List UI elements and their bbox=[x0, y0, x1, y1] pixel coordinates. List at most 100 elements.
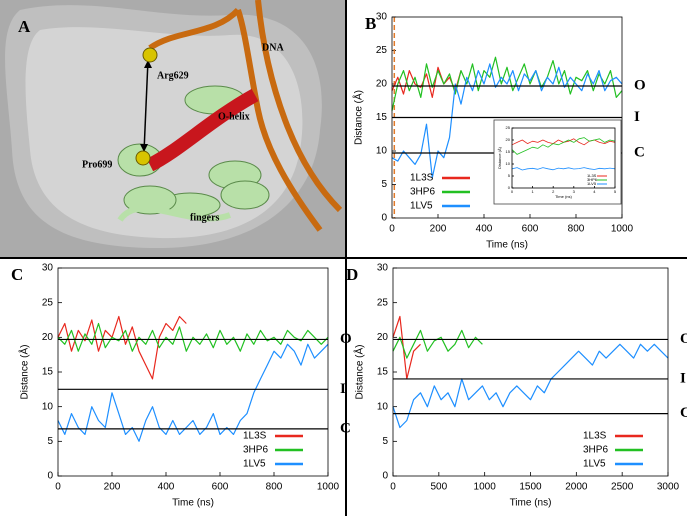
x-tick-label: 600 bbox=[522, 224, 539, 235]
y-tick-label: 15 bbox=[377, 367, 389, 378]
annotation: O-helix bbox=[218, 111, 250, 122]
y-tick-label: 10 bbox=[377, 401, 389, 412]
series-line bbox=[391, 56, 623, 111]
y-axis-label: Distance (Å) bbox=[18, 344, 31, 399]
series-line bbox=[57, 322, 329, 352]
reference-label: O bbox=[340, 331, 352, 347]
legend-label: 1LV5 bbox=[243, 459, 266, 470]
legend-label: 1LV5 bbox=[587, 181, 597, 186]
chart: 0 5 10 15 20 25 30 0 500 1000 1500 2000 2500 3000 Time… bbox=[346, 263, 687, 509]
y-tick-label: 0 bbox=[47, 471, 53, 482]
o-helix bbox=[146, 88, 259, 172]
y-tick-label: 25 bbox=[506, 125, 511, 130]
y-tick-label: 15 bbox=[376, 112, 388, 123]
y-tick-label: 20 bbox=[42, 332, 54, 343]
annotation: Pro699 bbox=[82, 159, 112, 170]
distance-arrow bbox=[143, 59, 149, 153]
chart: 0 5 10 15 20 25 30 0 200 400 600 800 1000 Time (ns) Di… bbox=[11, 263, 352, 509]
y-tick-label: 15 bbox=[42, 367, 54, 378]
panel-a: A DNA Arg629 O-helix Pro699 fingers bbox=[0, 0, 345, 258]
x-tick-label: 2000 bbox=[565, 482, 588, 493]
x-tick-label: 800 bbox=[568, 224, 585, 235]
plot-frame bbox=[511, 127, 616, 189]
y-tick-label: 10 bbox=[376, 146, 388, 157]
annotation: fingers bbox=[190, 212, 220, 223]
x-tick-label: 3000 bbox=[657, 482, 680, 493]
legend-label: 3HP6 bbox=[587, 177, 598, 182]
x-tick-label: 0 bbox=[511, 189, 514, 194]
series-line bbox=[391, 63, 623, 179]
plot-frame bbox=[391, 16, 623, 219]
y-tick-label: 15 bbox=[506, 149, 511, 154]
reference-label: C bbox=[340, 420, 351, 436]
y-tick-label: 20 bbox=[377, 332, 389, 343]
x-tick-label: 600 bbox=[212, 482, 229, 493]
dna-backbone bbox=[148, 0, 343, 232]
pro699-atom bbox=[135, 150, 151, 166]
x-tick-label: 2500 bbox=[611, 482, 634, 493]
y-tick-label: 5 bbox=[381, 179, 387, 190]
plot-frame bbox=[392, 267, 669, 477]
legend-label: 1LV5 bbox=[410, 201, 433, 212]
y-tick-label: 10 bbox=[42, 401, 54, 412]
x-axis-label: Time (ns) bbox=[555, 194, 572, 199]
series-line bbox=[57, 343, 329, 442]
x-axis-label: Time (ns) bbox=[510, 498, 552, 509]
inset-background bbox=[493, 119, 622, 205]
reference-label: C bbox=[634, 144, 645, 160]
x-tick-label: 0 bbox=[390, 482, 396, 493]
x-tick-label: 0 bbox=[389, 224, 395, 235]
series-line bbox=[392, 343, 669, 429]
y-tick-label: 0 bbox=[508, 185, 511, 190]
series-line bbox=[511, 137, 616, 155]
y-tick-label: 25 bbox=[376, 45, 388, 56]
panel-label: A bbox=[18, 17, 31, 36]
annotation: DNA bbox=[262, 42, 284, 53]
legend-label: 3HP6 bbox=[410, 187, 435, 198]
annotation: Arg629 bbox=[157, 70, 189, 81]
x-tick-label: 1500 bbox=[519, 482, 542, 493]
legend-label: 1L3S bbox=[243, 431, 267, 442]
legend-label: 3HP6 bbox=[583, 445, 608, 456]
reference-label: I bbox=[340, 381, 346, 397]
x-tick-label: 1000 bbox=[611, 224, 634, 235]
y-tick-label: 0 bbox=[381, 213, 387, 224]
x-axis-label: Time (ns) bbox=[172, 498, 214, 509]
x-tick-label: 2 bbox=[552, 189, 555, 194]
y-tick-label: 20 bbox=[506, 137, 511, 142]
x-tick-label: 5 bbox=[614, 189, 617, 194]
y-tick-label: 5 bbox=[47, 436, 53, 447]
x-tick-label: 1000 bbox=[474, 482, 497, 493]
panel-label: D bbox=[346, 265, 358, 284]
series-line bbox=[391, 66, 462, 98]
reference-label: O bbox=[680, 331, 687, 347]
y-tick-label: 30 bbox=[42, 263, 54, 274]
x-tick-label: 400 bbox=[158, 482, 175, 493]
y-tick-label: 20 bbox=[376, 79, 388, 90]
chart: 0 5 10 15 20 25 0 1 2 3 4 5 Time (ns) Distance (Å) 1L3… bbox=[493, 119, 622, 205]
legend-label: 3HP6 bbox=[243, 445, 268, 456]
x-tick-label: 1000 bbox=[317, 482, 340, 493]
x-tick-label: 400 bbox=[476, 224, 493, 235]
legend-label: 1L3S bbox=[583, 431, 607, 442]
x-tick-label: 800 bbox=[266, 482, 283, 493]
y-axis-label: Distance (Å) bbox=[497, 146, 502, 169]
x-tick-label: 1 bbox=[531, 189, 534, 194]
reference-label: C bbox=[680, 405, 687, 421]
y-axis-label: Distance (Å) bbox=[352, 90, 365, 145]
x-tick-label: 3 bbox=[573, 189, 576, 194]
reference-label: I bbox=[634, 109, 640, 125]
series-line bbox=[57, 315, 187, 380]
x-tick-label: 0 bbox=[55, 482, 61, 493]
arg629-atom bbox=[142, 47, 158, 63]
x-axis-label: Time (ns) bbox=[486, 240, 528, 251]
y-tick-label: 5 bbox=[382, 436, 388, 447]
y-tick-label: 0 bbox=[382, 471, 388, 482]
x-tick-label: 4 bbox=[593, 189, 596, 194]
legend-label: 1L3S bbox=[587, 173, 597, 178]
surface-outline bbox=[0, 0, 345, 258]
series-line bbox=[392, 315, 421, 380]
